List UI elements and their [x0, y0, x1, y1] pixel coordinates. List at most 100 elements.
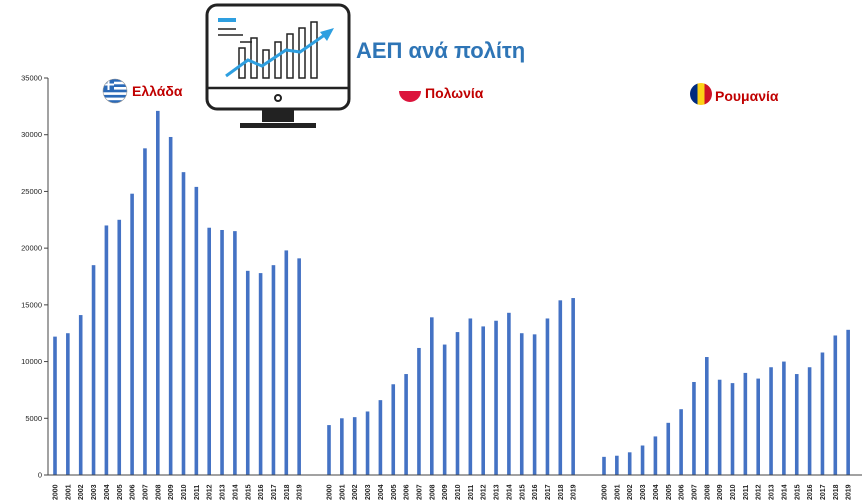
x-tick-label: 2017 [820, 484, 827, 500]
bar [455, 332, 460, 475]
bar [297, 258, 301, 475]
x-tick-label: 2000 [327, 484, 334, 500]
x-tick-label: 2004 [653, 484, 660, 500]
x-axis: 2000 2001 2002 2003 2004 2005 2006 2007 2008 2009… [48, 474, 862, 500]
y-tick-label: 25000 [21, 187, 42, 196]
x-tick-label: 2015 [794, 484, 801, 500]
x-tick-label: 2015 [519, 484, 526, 500]
bar [284, 250, 289, 475]
bar [782, 361, 786, 475]
x-tick-label: 2012 [756, 484, 763, 500]
x-tick-label: 2016 [807, 484, 814, 500]
bar [130, 193, 134, 475]
x-tick-label: 2010 [730, 484, 737, 500]
bar [507, 312, 511, 475]
poland-flag-icon [399, 80, 421, 102]
bar [91, 265, 96, 475]
romania-label: Ρουμανία [690, 83, 779, 105]
greece-label-text: Ελλάδα [132, 83, 183, 99]
x-tick-label: 2003 [91, 484, 98, 500]
bar [571, 298, 575, 475]
bar [404, 374, 408, 475]
x-tick-label: 2006 [404, 484, 411, 500]
y-tick-label: 5000 [25, 414, 42, 423]
x-tick-label: 2000 [53, 484, 60, 500]
bar [207, 227, 211, 475]
x-tick-label: 2008 [155, 484, 162, 500]
bar [558, 300, 563, 475]
x-tick-label: 2019 [571, 484, 578, 500]
bar [769, 367, 773, 475]
y-axis: 0 5000 10000 15000 20000 25000 30000 35000 [21, 74, 49, 480]
bar [417, 347, 421, 475]
y-tick-label: 0 [38, 471, 42, 480]
x-tick-label: 2019 [297, 484, 304, 500]
bar [378, 400, 383, 475]
bar [653, 436, 658, 475]
bar [602, 456, 606, 475]
romania-flag-icon [690, 83, 712, 105]
bar [340, 418, 344, 475]
bar [66, 333, 70, 475]
bar [245, 270, 250, 475]
x-tick-label: 2018 [558, 484, 565, 500]
x-tick-label: 2015 [245, 484, 252, 500]
bar [468, 318, 473, 475]
bar [532, 334, 537, 475]
bar [679, 409, 683, 475]
greece-flag-icon [102, 78, 128, 104]
x-tick-label: 2006 [130, 484, 137, 500]
x-tick-label: 2005 [666, 484, 673, 500]
bar [327, 425, 331, 475]
x-tick-label: 2003 [640, 484, 647, 500]
bar [717, 379, 722, 475]
x-tick-label: 2002 [627, 484, 634, 500]
bar [692, 381, 696, 475]
x-tick-label: 2007 [416, 484, 423, 500]
bar [156, 110, 160, 475]
bars [53, 110, 850, 476]
bar [519, 333, 524, 475]
x-tick-label: 2014 [506, 484, 513, 500]
bar [181, 172, 186, 475]
x-tick-label: 2007 [691, 484, 698, 500]
bar [117, 219, 122, 475]
x-tick-label: 2016 [258, 484, 265, 500]
x-tick-label: 2002 [352, 484, 359, 500]
x-tick-label: 2017 [271, 484, 278, 500]
y-tick-label: 15000 [21, 300, 42, 309]
x-tick-label: 2004 [104, 484, 111, 500]
x-tick-label: 2009 [442, 484, 449, 500]
x-tick-label: 2012 [481, 484, 488, 500]
x-tick-label: 2003 [365, 484, 372, 500]
bar [78, 315, 83, 475]
bar [545, 318, 550, 475]
x-tick-label: 2007 [142, 484, 149, 500]
bar [258, 273, 263, 475]
bar [756, 378, 760, 475]
bar [705, 357, 709, 475]
bar [442, 344, 447, 475]
x-tick-label: 2008 [429, 484, 436, 500]
y-tick-label: 35000 [21, 74, 42, 83]
x-tick-label: 2005 [117, 484, 124, 500]
bar [666, 422, 671, 475]
x-tick-label: 2013 [220, 484, 227, 500]
x-tick-label: 2014 [232, 484, 239, 500]
x-tick-label: 2000 [602, 484, 609, 500]
x-tick-label: 2005 [391, 484, 398, 500]
x-tick-label: 2001 [65, 484, 72, 500]
bar [104, 225, 109, 475]
y-tick-label: 30000 [21, 130, 42, 139]
x-tick-label: 2009 [717, 484, 724, 500]
bar [846, 329, 850, 475]
bar [794, 374, 799, 475]
bar [143, 148, 147, 475]
x-tick-label: 2010 [455, 484, 462, 500]
bar [194, 186, 199, 475]
bar [352, 417, 357, 475]
bar [365, 411, 370, 475]
x-tick-label: 2017 [545, 484, 552, 500]
x-tick-label: 2002 [78, 484, 85, 500]
